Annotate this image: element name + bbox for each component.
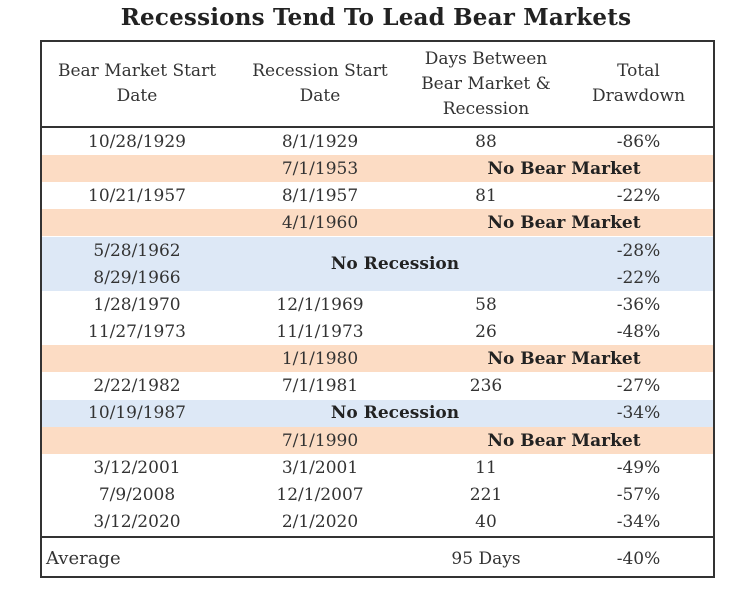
drawdown-cell: -36% (616, 295, 661, 315)
no-bear-market-band (42, 209, 713, 236)
recession-start-cell: 2/1/2020 (281, 512, 359, 532)
drawdown-cell: -49% (616, 458, 661, 478)
no-bear-market-band (42, 427, 713, 454)
no-bear-market-label: No Bear Market (487, 159, 641, 179)
header-text: Total (617, 61, 660, 81)
average-days: 95 Days (451, 549, 521, 569)
recession-start-cell: 8/1/1929 (281, 132, 359, 152)
recession-start-cell: 7/1/1981 (281, 376, 359, 396)
drawdown-cell: -34% (616, 403, 661, 423)
days-between-cell: 81 (475, 186, 497, 206)
header-total-drawdown: Total Drawdown (564, 42, 713, 126)
no-bear-market-label: No Bear Market (487, 213, 641, 233)
days-between-cell: 40 (475, 512, 497, 532)
recession-start-cell: 1/1/1980 (281, 349, 359, 369)
bear-start-cell: 11/27/1973 (88, 322, 186, 342)
recession-start-cell: 11/1/1973 (276, 322, 364, 342)
drawdown-cell: -22% (616, 268, 661, 288)
no-recession-band (42, 237, 713, 291)
recession-start-cell: 3/1/2001 (281, 458, 359, 478)
bear-start-cell: 3/12/2020 (93, 512, 181, 532)
bear-start-cell: 3/12/2001 (93, 458, 181, 478)
days-between-cell: 26 (475, 322, 497, 342)
header-text: Date (299, 86, 341, 106)
bear-start-cell: 7/9/2008 (98, 485, 176, 505)
header-recession-start: Recession Start Date (232, 42, 408, 126)
average-drawdown: -40% (616, 549, 661, 569)
table-title: Recessions Tend To Lead Bear Markets (120, 4, 632, 31)
bear-start-cell: 1/28/1970 (93, 295, 181, 315)
drawdown-cell: -27% (616, 376, 661, 396)
header-bear-market-start: Bear Market Start Date (42, 42, 232, 126)
recession-start-cell: 7/1/1953 (281, 159, 359, 179)
average-label: Average (46, 548, 121, 569)
no-recession-band (42, 400, 713, 427)
header-text: Drawdown (591, 86, 686, 106)
recession-start-cell: 12/1/2007 (276, 485, 364, 505)
days-between-cell: 236 (469, 376, 503, 396)
table-frame (40, 40, 715, 578)
bear-start-cell: 10/19/1987 (88, 403, 186, 423)
bear-start-cell: 5/28/1962 (93, 241, 181, 261)
recession-start-cell: 7/1/1990 (281, 431, 359, 451)
no-recession-label: No Recession (330, 254, 460, 274)
drawdown-cell: -57% (616, 485, 661, 505)
days-between-cell: 221 (469, 485, 503, 505)
header-days-between: Days Between Bear Market & Recession (408, 42, 564, 126)
header-text: Recession (442, 98, 530, 119)
header-text: Recession Start (252, 61, 388, 81)
header-text: Bear Market Start (57, 61, 217, 81)
drawdown-cell: -22% (616, 186, 661, 206)
header-text: Days Between (424, 48, 548, 69)
no-bear-market-label: No Bear Market (487, 349, 641, 369)
recession-start-cell: 12/1/1969 (276, 295, 364, 315)
bear-start-cell: 8/29/1966 (93, 268, 181, 288)
header-text: Bear Market & (421, 73, 551, 94)
days-between-cell: 58 (475, 295, 497, 315)
header-text: Date (116, 86, 158, 106)
footer-divider (42, 536, 713, 538)
bear-start-cell: 10/28/1929 (88, 132, 186, 152)
no-bear-market-band (42, 345, 713, 372)
no-bear-market-label: No Bear Market (487, 431, 641, 451)
drawdown-cell: -28% (616, 241, 661, 261)
table-header: Bear Market Start Date Recession Start D… (42, 42, 713, 128)
drawdown-cell: -48% (616, 322, 661, 342)
recession-start-cell: 8/1/1957 (281, 186, 359, 206)
days-between-cell: 88 (475, 132, 497, 152)
drawdown-cell: -34% (616, 512, 661, 532)
no-bear-market-band (42, 155, 713, 182)
bear-start-cell: 10/21/1957 (88, 186, 186, 206)
no-recession-label: No Recession (330, 403, 460, 423)
days-between-cell: 11 (475, 458, 497, 478)
recession-start-cell: 4/1/1960 (281, 213, 359, 233)
bear-start-cell: 2/22/1982 (93, 376, 181, 396)
drawdown-cell: -86% (616, 132, 661, 152)
